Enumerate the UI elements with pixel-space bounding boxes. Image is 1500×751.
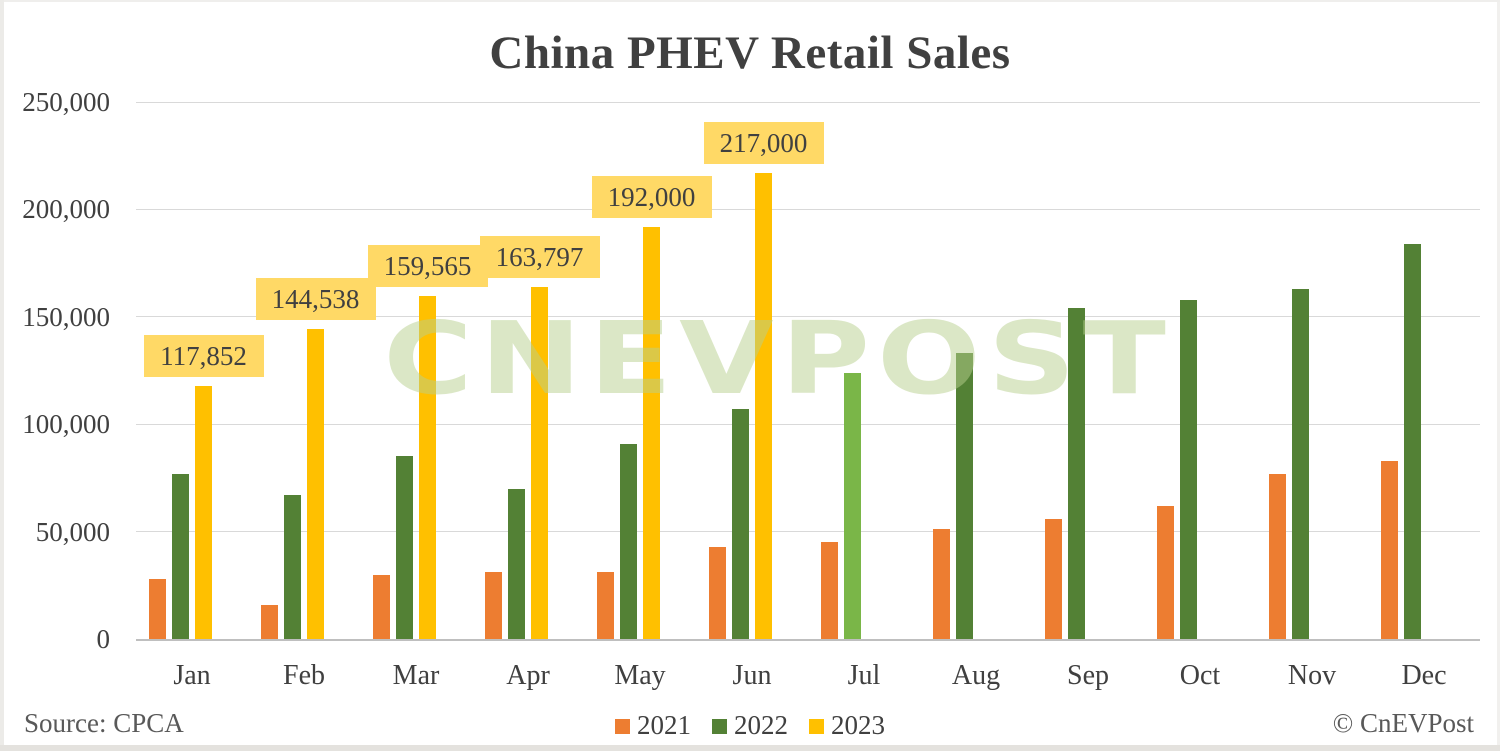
bar-2021-Mar <box>373 574 390 639</box>
bar-2022-Mar <box>396 456 413 639</box>
legend-swatch-2022 <box>712 719 727 734</box>
legend-item-2022: 2022 <box>712 710 788 740</box>
bar-2022-May <box>620 443 637 639</box>
data-label-2023-Mar: 159,565 <box>367 245 488 288</box>
bar-2023-Jun <box>755 172 772 639</box>
legend-swatch-2023 <box>809 719 824 734</box>
bar-2021-Apr <box>485 572 502 639</box>
legend-label-2021: 2021 <box>637 710 691 740</box>
bar-2023-Jan <box>195 385 212 639</box>
x-tick-Apr: Apr <box>506 660 550 691</box>
x-tick-Jan: Jan <box>173 660 211 691</box>
data-label-2023-Feb: 144,538 <box>255 277 376 320</box>
bar-2021-Feb <box>261 604 278 639</box>
legend-label-2023: 2023 <box>831 710 885 740</box>
bar-2021-Aug <box>933 529 950 639</box>
bar-2021-Nov <box>1269 473 1286 639</box>
data-label-2023-May: 192,000 <box>591 175 712 218</box>
legend-item-2021: 2021 <box>615 710 691 740</box>
bar-2022-Aug <box>956 353 973 639</box>
y-tick-50,000: 50,000 <box>35 516 110 547</box>
bar-2023-Feb <box>307 328 324 639</box>
gridline-200,000 <box>136 208 1480 210</box>
x-tick-Jun: Jun <box>732 660 772 691</box>
bar-2021-Oct <box>1157 505 1174 639</box>
gridline-150,000 <box>136 316 1480 318</box>
legend: 2021 2022 2023 <box>615 710 885 740</box>
bar-2022-Apr <box>508 488 525 639</box>
data-label-2023-Jan: 117,852 <box>143 334 264 377</box>
gridline-100,000 <box>136 423 1480 425</box>
y-tick-0: 0 <box>96 624 111 654</box>
y-tick-100,000: 100,000 <box>22 409 110 440</box>
x-tick-Nov: Nov <box>1287 660 1337 691</box>
y-tick-250,000: 250,000 <box>22 87 110 117</box>
bar-2021-May <box>597 572 614 639</box>
x-tick-Oct: Oct <box>1179 660 1221 691</box>
bar-2021-Jul <box>821 542 838 639</box>
watermark: CNEVPOST <box>383 300 1173 417</box>
bar-2022-Dec <box>1404 243 1421 639</box>
x-tick-Jul: Jul <box>847 660 881 691</box>
legend-label-2022: 2022 <box>734 710 788 740</box>
legend-item-2023: 2023 <box>809 710 885 740</box>
bar-2023-Mar <box>419 296 436 639</box>
source-note: Source: CPCA <box>24 708 184 738</box>
bar-2021-Sep <box>1045 518 1062 639</box>
y-tick-200,000: 200,000 <box>22 194 110 225</box>
gridline-250,000 <box>136 101 1480 103</box>
bar-2022-Sep <box>1068 308 1085 639</box>
x-axis-line <box>136 639 1480 641</box>
bar-2022-Nov <box>1292 288 1309 639</box>
bar-2021-Jan <box>149 578 166 639</box>
x-tick-Sep: Sep <box>1067 660 1109 691</box>
x-tick-May: May <box>614 660 666 691</box>
x-tick-Dec: Dec <box>1401 660 1447 691</box>
copyright-note: © CnEVPost <box>1332 708 1474 738</box>
chart-title: China PHEV Retail Sales <box>489 27 1011 79</box>
x-tick-Feb: Feb <box>283 660 325 691</box>
bar-2022-Jul <box>844 372 861 639</box>
bar-2022-Feb <box>284 495 301 639</box>
data-label-2023-Apr: 163,797 <box>479 236 600 279</box>
gridline-50,000 <box>136 531 1480 533</box>
bar-2022-Oct <box>1180 299 1197 639</box>
x-tick-Mar: Mar <box>392 660 440 691</box>
bar-2023-Apr <box>531 287 548 639</box>
x-tick-Aug: Aug <box>951 660 1001 691</box>
bar-2022-Jun <box>732 409 749 639</box>
bar-2022-Jan <box>172 473 189 639</box>
bar-2023-May <box>643 226 660 639</box>
bar-2021-Dec <box>1381 460 1398 639</box>
bar-2021-Jun <box>709 546 726 639</box>
legend-swatch-2021 <box>615 719 630 734</box>
data-label-2023-Jun: 217,000 <box>703 121 824 164</box>
y-tick-150,000: 150,000 <box>22 301 110 332</box>
